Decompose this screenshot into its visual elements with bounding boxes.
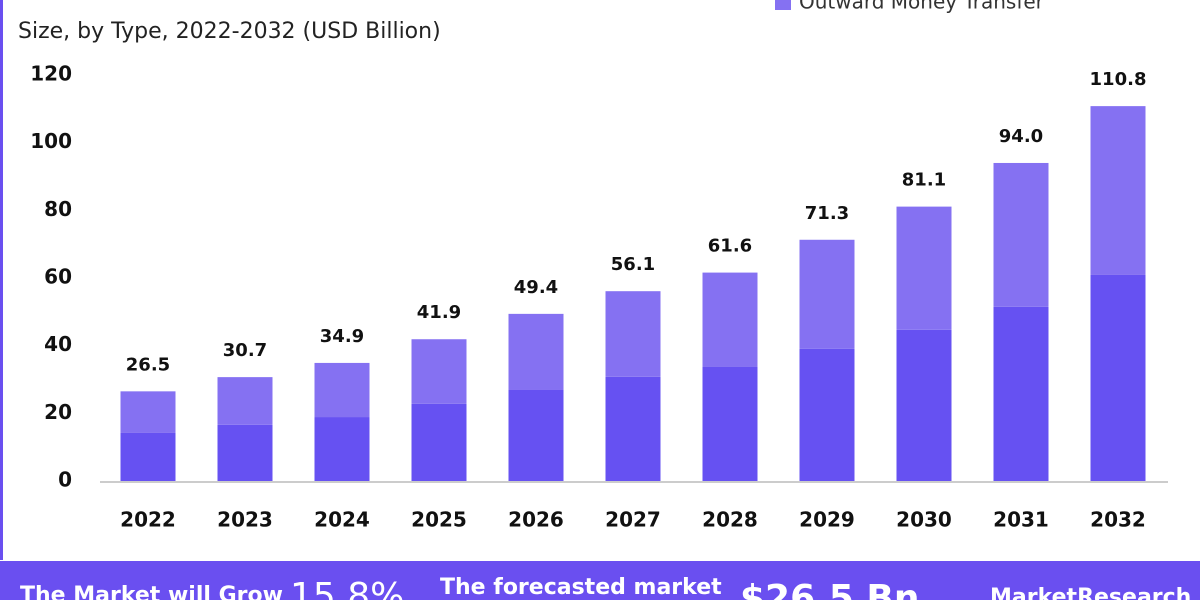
bar-segment	[896, 329, 952, 481]
y-tick-label: 0	[58, 468, 72, 492]
x-tick-label: 2029	[799, 508, 855, 532]
footer-brand: MarketResearch	[990, 585, 1191, 600]
y-tick-label: 40	[44, 332, 72, 356]
x-tick-label: 2024	[314, 508, 370, 532]
bar-segment	[896, 206, 952, 330]
footer-forecast: The forecasted market	[440, 575, 722, 600]
y-tick-label: 120	[30, 62, 72, 86]
legend-label: Outward Money Transfer	[799, 0, 1045, 14]
total-label: 71.3	[805, 203, 849, 224]
bar-segment	[120, 432, 176, 481]
bar-segment	[217, 424, 273, 481]
bar-segment	[217, 377, 273, 425]
total-label: 49.4	[514, 277, 558, 298]
total-label: 94.0	[999, 126, 1043, 147]
x-tick-label: 2025	[411, 508, 467, 532]
bar-segment	[314, 362, 370, 418]
total-label: 41.9	[417, 302, 461, 323]
bar-segment	[120, 391, 176, 433]
footer-cagr: 15.8%	[290, 576, 404, 600]
x-tick-label: 2026	[508, 508, 564, 532]
bar-segment	[605, 291, 661, 377]
bar-segment	[799, 239, 855, 349]
bar-segment	[799, 348, 855, 481]
total-label: 26.5	[126, 354, 170, 375]
y-tick-label: 100	[30, 129, 72, 153]
footer-value: $26.5 Bn	[740, 578, 919, 600]
chart-subtitle: Size, by Type, 2022-2032 (USD Billion)	[18, 19, 441, 44]
x-tick-label: 2023	[217, 508, 273, 532]
x-tick-label: 2027	[605, 508, 661, 532]
bar-segment	[1090, 106, 1146, 275]
bar-segment	[314, 417, 370, 481]
x-tick-label: 2032	[1090, 508, 1146, 532]
bar-segment	[993, 306, 1049, 481]
bar-segment	[508, 313, 564, 390]
total-label: 61.6	[708, 236, 752, 257]
x-tick-label: 2028	[702, 508, 758, 532]
bar-segment	[702, 366, 758, 481]
total-label: 34.9	[320, 326, 364, 347]
x-tick-label: 2031	[993, 508, 1049, 532]
y-tick-label: 80	[44, 197, 72, 221]
bar-segment	[1090, 274, 1146, 481]
bar-segment	[702, 272, 758, 367]
legend-swatch	[775, 0, 791, 10]
total-label: 110.8	[1090, 69, 1147, 90]
bar-segment	[411, 339, 467, 404]
x-tick-label: 2030	[896, 508, 952, 532]
total-label: 56.1	[611, 254, 655, 275]
bar-segment	[605, 376, 661, 481]
bar-segment	[411, 403, 467, 481]
legend: Outward Money Transfer	[775, 0, 1045, 14]
total-label: 81.1	[902, 170, 946, 191]
y-tick-label: 20	[44, 400, 72, 424]
bar-segment	[508, 389, 564, 481]
bar-segment	[993, 162, 1049, 307]
footer-banner	[0, 561, 1200, 600]
total-label: 30.7	[223, 340, 267, 361]
y-tick-label: 60	[44, 265, 72, 289]
frame-edge	[0, 0, 3, 560]
x-tick-label: 2022	[120, 508, 176, 532]
footer-grow: The Market will Grow	[20, 583, 283, 600]
